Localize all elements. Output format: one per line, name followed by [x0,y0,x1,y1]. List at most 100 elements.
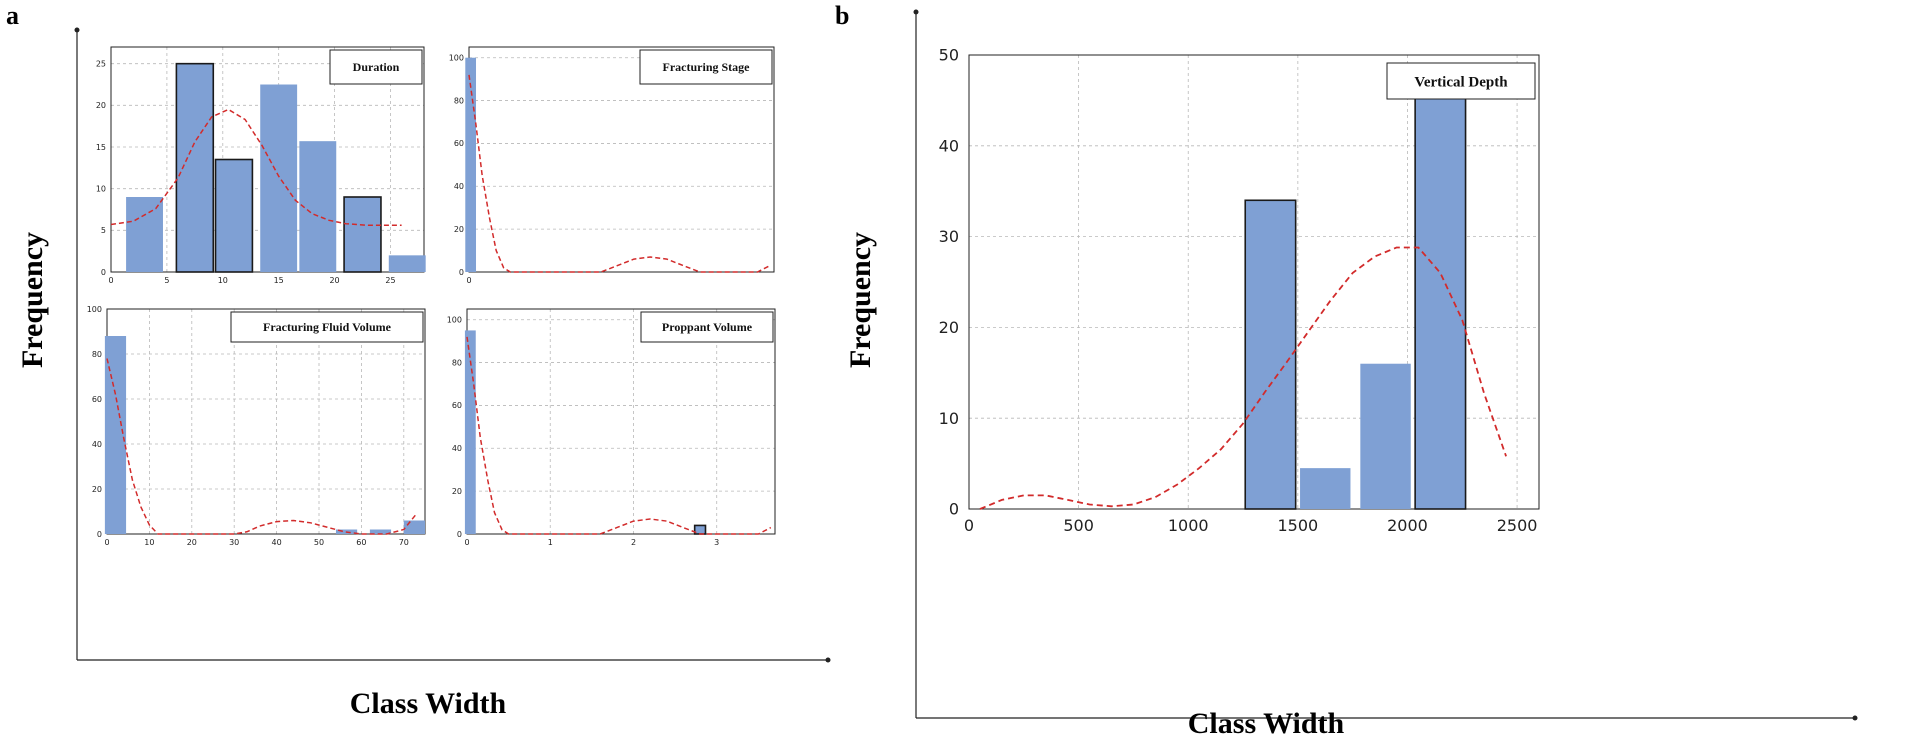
chart-proppant-volume: 0 20 40 60 80 100 0 1 2 3 Proppant Volume [447,308,776,547]
duration-bar [388,255,426,272]
duration-x-tick-label: 25 [385,276,395,285]
fracturing-fluid-volume-plot-frame [106,308,426,535]
proppant-volume-bar [693,524,707,535]
fracturing-fluid-volume-x-tick-label: 50 [314,538,324,547]
panel-a-y-axis-label: Frequency [16,232,49,368]
proppant-volume-plot-frame [466,308,776,535]
fracturing-fluid-volume-y-tick-label: 60 [92,395,102,404]
duration-y-tick-label: 25 [96,59,106,68]
proppant-volume-y-tick-label: 80 [452,358,462,367]
duration-bar [260,84,298,272]
panel-a-x-axis-label: Class Width [350,687,507,720]
fracturing-stage-y-tick-label: 20 [454,225,464,234]
vertical-depth-bar [1244,199,1297,510]
proppant-volume-legend-label: Proppant Volume [662,320,753,334]
duration-x-tick-label: 0 [108,276,113,285]
fracturing-stage-x-tick-label: 0 [466,276,471,285]
fracturing-fluid-volume-x-tick-label: 70 [399,538,409,547]
fracturing-stage-legend-box [639,49,773,85]
panel-b-letter: b [835,1,849,30]
fracturing-fluid-volume-x-tick-label: 40 [272,538,282,547]
duration-x-tick-label: 20 [329,276,339,285]
duration-x-tick-label: 10 [218,276,228,285]
duration-density-curve [110,108,402,227]
panel-b-x-axis-label: Class Width [1188,707,1345,740]
fracturing-fluid-volume-y-tick-label: 80 [92,350,102,359]
proppant-volume-bar [464,330,476,534]
duration-y-tick-label: 20 [96,101,106,110]
proppant-volume-y-tick-label: 40 [452,444,462,453]
vertical-depth-y-tick-label: 20 [939,318,959,337]
fracturing-stage-y-tick-label: 100 [449,54,464,63]
duration-bar [126,197,163,272]
proppant-volume-x-tick-label: 0 [464,538,469,547]
duration-y-tick-label: 0 [101,268,106,277]
panel-a-letter: a [6,1,19,30]
panel-a-frame-y-axis-end-dot [74,27,80,33]
chart-duration: 0 5 10 15 20 25 0 5 10 15 20 25 Duration [96,46,426,285]
fracturing-fluid-volume-legend-label: Fracturing Fluid Volume [263,320,392,334]
fracturing-fluid-volume-bar [104,336,127,534]
vertical-depth-x-tick-label: 500 [1063,516,1094,535]
fracturing-fluid-volume-x-tick-label: 30 [229,538,239,547]
duration-bar [343,196,382,273]
fracturing-fluid-volume-bar [369,529,392,534]
duration-y-tick-label: 15 [96,143,106,152]
vertical-depth-x-tick-label: 1500 [1277,516,1318,535]
fracturing-stage-y-tick-label: 60 [454,139,464,148]
panel-b-frame-y-axis-end-dot [913,9,919,15]
fracturing-stage-legend-label: Fracturing Stage [663,60,751,74]
duration-bar [299,141,337,272]
duration-x-tick-label: 15 [274,276,284,285]
vertical-depth-legend-box [1386,62,1536,100]
vertical-depth-y-tick-label: 10 [939,409,959,428]
fracturing-stage-y-tick-label: 0 [459,268,464,277]
vertical-depth-y-tick-label: 50 [939,46,959,65]
proppant-volume-y-tick-label: 0 [457,530,462,539]
duration-y-tick-label: 5 [101,226,106,235]
vertical-depth-x-tick-label: 2000 [1387,516,1428,535]
vertical-depth-y-tick-label: 0 [949,500,959,519]
fracturing-fluid-volume-bar [403,520,425,534]
fracturing-fluid-volume-x-tick-label: 20 [187,538,197,547]
panel-b-frame-x-axis-end-dot [1852,715,1858,721]
fracturing-stage-y-tick-label: 40 [454,182,464,191]
fracturing-fluid-volume-y-tick-label: 100 [87,305,102,314]
duration-x-tick-label: 5 [164,276,169,285]
proppant-volume-y-tick-label: 20 [452,487,462,496]
vertical-depth-bar [1414,95,1467,510]
chart-fracturing-fluid-volume: 0 20 40 60 80 100 0 10 20 30 40 50 60 70 Fracturing Fl… [87,305,426,547]
vertical-depth-x-tick-label: 0 [964,516,974,535]
vertical-depth-y-tick-label: 30 [939,227,959,246]
proppant-volume-density-curve [466,336,772,535]
proppant-volume-x-tick-label: 2 [631,538,636,547]
fracturing-fluid-volume-density-curve [106,358,418,535]
proppant-volume-x-tick-label: 1 [548,538,553,547]
panel-b-y-axis-label: Frequency [844,232,877,368]
fracturing-fluid-volume-x-tick-label: 0 [104,538,109,547]
proppant-volume-y-tick-label: 60 [452,401,462,410]
vertical-depth-bar [1360,363,1411,509]
proppant-volume-x-tick-label: 3 [714,538,719,547]
vertical-depth-x-tick-label: 2500 [1497,516,1538,535]
fracturing-stage-y-tick-label: 80 [454,96,464,105]
proppant-volume-y-tick-label: 100 [447,316,462,325]
fracturing-fluid-volume-x-tick-label: 60 [356,538,366,547]
vertical-depth-density-curve [979,246,1507,510]
chart-fracturing-stage: 0 20 40 60 80 100 0 Fracturing Stage [449,46,775,285]
vertical-depth-legend-label: Vertical Depth [1414,74,1508,90]
duration-bar [214,158,254,273]
fracturing-fluid-volume-y-tick-label: 0 [97,530,102,539]
fracturing-fluid-volume-y-tick-label: 20 [92,485,102,494]
vertical-depth-bar [1300,468,1351,509]
vertical-depth-y-tick-label: 40 [939,136,959,155]
duration-legend-label: Duration [353,60,400,74]
duration-legend-box [329,49,423,85]
fracturing-stage-density-curve [468,74,771,273]
fracturing-fluid-volume-x-tick-label: 10 [144,538,154,547]
figure-decor [74,9,1858,721]
fracturing-fluid-volume-legend-box [230,311,424,343]
fracturing-fluid-volume-y-tick-label: 40 [92,440,102,449]
